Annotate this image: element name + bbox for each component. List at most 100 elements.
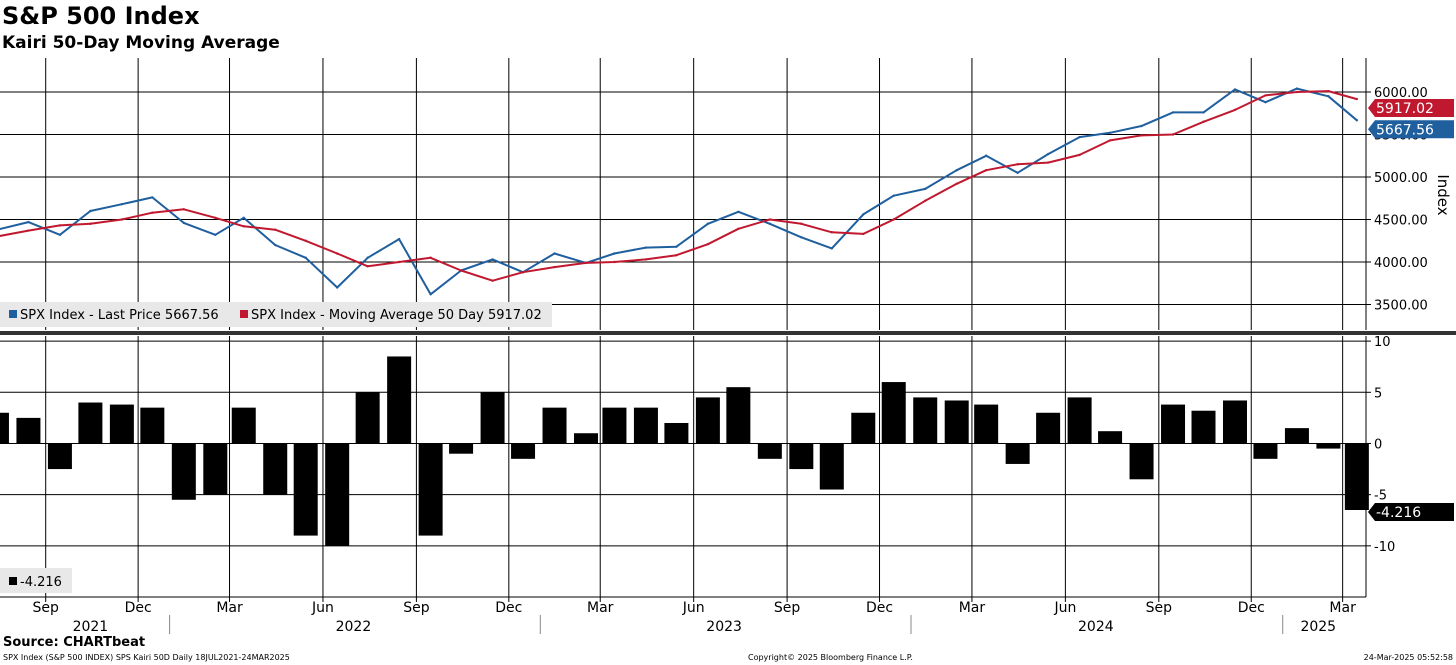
moving-average-point bbox=[1327, 89, 1330, 93]
kairi-bar bbox=[0, 412, 9, 444]
x-year-label: 2025 bbox=[1300, 619, 1336, 635]
y-axis-label: Index bbox=[1434, 174, 1452, 215]
kairi-bar bbox=[47, 443, 72, 470]
kairi-bar bbox=[1098, 431, 1123, 444]
price-point bbox=[1046, 152, 1050, 156]
price-point bbox=[830, 247, 833, 250]
price-point bbox=[1355, 119, 1359, 122]
moving-average-point bbox=[830, 231, 833, 234]
x-tick-label: Mar bbox=[959, 600, 986, 616]
kairi-bar bbox=[449, 443, 474, 454]
price-point bbox=[613, 252, 616, 255]
x-tick-label: Sep bbox=[403, 600, 430, 616]
kairi-bar bbox=[1284, 428, 1309, 444]
kairi-bar bbox=[1253, 443, 1278, 459]
kairi-bar bbox=[542, 407, 567, 444]
kairi-bar bbox=[78, 402, 103, 444]
kairi-bar bbox=[1005, 443, 1030, 464]
kairi-bar bbox=[480, 392, 505, 444]
kairi-bar bbox=[1036, 412, 1061, 444]
price-point bbox=[27, 220, 30, 224]
moving-average-point bbox=[800, 222, 803, 225]
kairi-bar bbox=[263, 443, 288, 495]
moving-average-point bbox=[214, 216, 217, 219]
moving-average-point bbox=[120, 218, 124, 221]
price-point bbox=[366, 256, 369, 259]
moving-average-point bbox=[553, 265, 556, 269]
moving-average-point bbox=[955, 182, 958, 185]
moving-average-point bbox=[675, 254, 678, 257]
ma-last-value-tag: 5917.02 bbox=[1376, 101, 1434, 117]
x-tick-label: Mar bbox=[216, 600, 243, 616]
price-point bbox=[214, 233, 217, 236]
moving-average-point bbox=[89, 222, 92, 225]
price-point bbox=[1140, 124, 1143, 128]
moving-average-point bbox=[1108, 139, 1112, 142]
moving-average-point bbox=[1355, 97, 1359, 101]
price-point bbox=[335, 286, 339, 289]
x-tick-label: Sep bbox=[1146, 600, 1173, 616]
moving-average-line bbox=[0, 90, 1358, 282]
price-point bbox=[675, 245, 678, 248]
x-tick-label: Jun bbox=[311, 600, 334, 616]
y-tick-label: 6000.00 bbox=[1374, 86, 1428, 101]
kairi-bar bbox=[881, 382, 906, 444]
moving-average-point bbox=[892, 218, 895, 221]
moving-average-point bbox=[862, 232, 865, 236]
y-tick-label: 3500.00 bbox=[1374, 299, 1428, 314]
footer-copyright: Copyright© 2025 Bloomberg Finance L.P. bbox=[748, 653, 913, 662]
y-tick-label: 4500.00 bbox=[1374, 214, 1428, 229]
price-point bbox=[491, 258, 494, 261]
moving-average-point bbox=[274, 228, 277, 231]
kairi-bar bbox=[293, 443, 318, 536]
kairi-bar bbox=[633, 407, 658, 444]
x-tick-label: Mar bbox=[1329, 600, 1356, 616]
price-last-value-tag-bg bbox=[1368, 120, 1454, 139]
legend-label-kairi: -4.216 bbox=[20, 575, 62, 590]
price-point bbox=[644, 246, 648, 249]
kairi-last-value-tag: -4.216 bbox=[1376, 505, 1421, 521]
moving-average-point bbox=[584, 261, 588, 265]
moving-average-point bbox=[521, 271, 525, 274]
x-tick-label: Dec bbox=[495, 600, 522, 616]
kairi-bar bbox=[789, 443, 814, 470]
price-point bbox=[274, 243, 277, 247]
price-point bbox=[955, 169, 958, 172]
moving-average-point bbox=[1046, 161, 1050, 164]
price-point bbox=[1016, 171, 1019, 174]
price-point bbox=[429, 293, 432, 296]
kairi-bar bbox=[109, 404, 134, 444]
kairi-bar bbox=[418, 443, 443, 536]
price-point bbox=[1108, 131, 1112, 134]
kairi-bar bbox=[974, 404, 999, 444]
legend-label-ma: SPX Index - Moving Average 50 Day 5917.0… bbox=[251, 308, 542, 323]
moving-average-point bbox=[304, 239, 307, 242]
kairi-bar bbox=[203, 443, 228, 495]
moving-average-point bbox=[737, 227, 740, 231]
chart-subtitle: Kairi 50-Day Moving Average bbox=[2, 33, 280, 53]
moving-average-point bbox=[1140, 134, 1143, 137]
price-last-value-tag: 5667.56 bbox=[1376, 122, 1434, 138]
kairi-bar bbox=[1129, 443, 1154, 480]
y-tick-label: 5000.00 bbox=[1374, 171, 1428, 186]
kairi-bar bbox=[325, 443, 350, 546]
price-point bbox=[89, 209, 92, 213]
legend-label-price: SPX Index - Last Price 5667.56 bbox=[20, 308, 219, 323]
price-point bbox=[397, 237, 401, 241]
kairi-bar bbox=[819, 443, 844, 490]
x-tick-label: Dec bbox=[866, 600, 893, 616]
panel-divider bbox=[0, 331, 1456, 335]
price-point bbox=[800, 236, 803, 239]
y-tick-label: 5 bbox=[1374, 386, 1382, 401]
moving-average-point bbox=[613, 260, 616, 264]
moving-average-point bbox=[706, 242, 710, 246]
ma-last-value-tag-bg bbox=[1368, 99, 1454, 118]
moving-average-point bbox=[1295, 90, 1299, 94]
price-point bbox=[984, 154, 988, 157]
moving-average-point bbox=[397, 260, 401, 264]
moving-average-point bbox=[644, 258, 648, 261]
moving-average-point bbox=[58, 224, 62, 227]
kairi-bar bbox=[574, 433, 599, 444]
price-point bbox=[553, 252, 556, 255]
kairi-bar bbox=[726, 387, 751, 444]
